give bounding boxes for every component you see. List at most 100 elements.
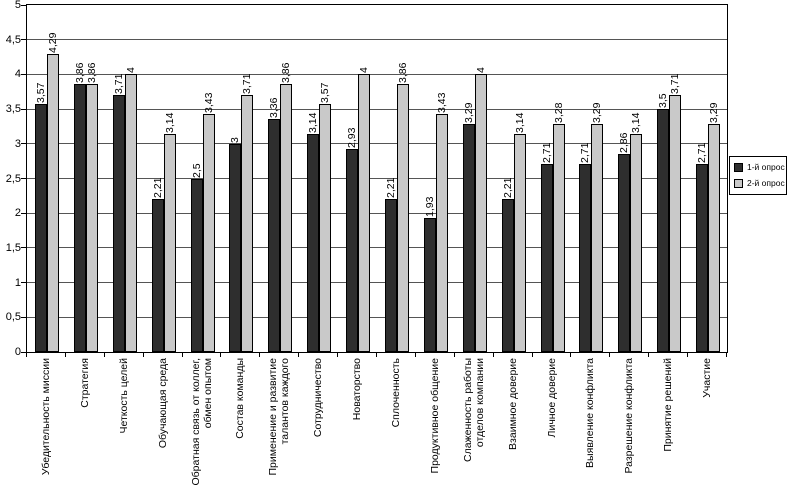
bar-value-label-text: 3,43 <box>202 92 215 113</box>
x-axis-tick <box>337 353 339 357</box>
y-axis-tick <box>21 143 26 145</box>
bar-series-2 <box>280 84 293 352</box>
y-axis-tick-label: 3,5 <box>5 103 21 116</box>
bar-series-1 <box>501 198 514 352</box>
gridline <box>27 178 727 179</box>
bar-value-label-text: 2,21 <box>151 177 164 198</box>
bar-value-label-text: 3,71 <box>669 73 682 94</box>
bar-series-2 <box>124 74 137 352</box>
x-category-label-text: Принятие решений <box>662 358 675 452</box>
x-category-label-text: Стратегия <box>79 358 92 408</box>
gridline <box>27 143 727 145</box>
x-category-label: Новаторство <box>338 358 377 486</box>
bar-value-label-text: 3,86 <box>280 62 293 84</box>
x-category-label: Убедительность миссии <box>27 358 66 486</box>
bar-value-label: 2,21 <box>151 156 165 198</box>
bar-value-label-text: 4 <box>358 67 371 74</box>
bar-value-label: 2,5 <box>190 136 204 178</box>
x-axis-tick <box>531 353 533 357</box>
x-axis-tick <box>298 353 300 357</box>
y-axis-tick-label: 2,5 <box>5 172 21 185</box>
bar-value-label-text: 2,21 <box>385 177 397 198</box>
gridline <box>27 212 727 214</box>
y-axis-tick <box>21 282 26 284</box>
bar-value-label: 3,29 <box>707 81 721 123</box>
bar-value-label-text: 2,21 <box>501 177 514 198</box>
x-category-label-text: Продуктивное общение <box>429 358 442 474</box>
series2-swatch <box>734 179 743 188</box>
bar-value-label-text: 2,71 <box>696 142 709 163</box>
x-category-label-text: Слаженность работы отделов компании <box>461 358 487 462</box>
bar-series-2 <box>708 123 721 352</box>
bar-value-label: 3,57 <box>34 61 48 103</box>
bar-value-label-text: 3,57 <box>35 82 47 104</box>
bar-series-1 <box>696 163 709 352</box>
bar-value-label-text: 3,14 <box>630 112 643 134</box>
x-category-label-text: Применение и развитие талантов каждого <box>267 358 292 476</box>
bar-series-1 <box>190 178 203 352</box>
bar-series-1 <box>346 148 359 352</box>
bar-series-2 <box>630 134 643 352</box>
x-axis-tick <box>142 353 144 357</box>
x-category-label-text: Обучающая среда <box>156 358 169 449</box>
bar-value-label-text: 2,5 <box>190 162 203 178</box>
x-axis-tick <box>492 353 494 357</box>
bar-value-label: 4 <box>474 31 488 74</box>
y-axis-tick <box>21 39 26 41</box>
y-axis-tick <box>21 4 26 6</box>
bar-series-1 <box>229 143 242 352</box>
x-category-label: Состав команды <box>221 358 260 486</box>
x-axis-tick <box>259 353 261 357</box>
gridline <box>27 73 727 75</box>
bar-value-label: 2,71 <box>695 121 709 163</box>
x-category-label-text: Участие <box>701 358 714 398</box>
bar-value-label: 2,21 <box>501 156 515 198</box>
x-axis-tick <box>726 353 727 357</box>
series1-swatch <box>734 163 743 172</box>
bar-value-label-text: 4,29 <box>47 32 59 54</box>
bar-value-label-text: 2,71 <box>540 142 553 163</box>
x-category-label: Стратегия <box>66 358 105 486</box>
bar-value-label: 3,43 <box>435 71 449 113</box>
x-category-label: Продуктивное общение <box>416 358 455 486</box>
x-category-label: Обучающая среда <box>144 358 183 486</box>
bar-value-label-text: 3,71 <box>241 73 254 94</box>
bar-value-label: 2,21 <box>384 156 398 198</box>
bar-value-label-text: 3,14 <box>163 112 176 134</box>
gridline <box>27 247 727 249</box>
bar-value-label: 3,71 <box>668 52 682 94</box>
bar-value-label-text: 3,14 <box>513 112 526 134</box>
bar-value-label-text: 2,71 <box>579 142 592 163</box>
x-axis-tick <box>687 353 689 357</box>
x-category-label: Применение и развитие талантов каждого <box>260 358 299 486</box>
x-axis-tick <box>220 353 222 357</box>
bar-series-2 <box>397 84 409 352</box>
bar-series-1 <box>657 109 670 352</box>
bar-value-label-text: 3,29 <box>708 102 721 123</box>
x-category-label: Личное доверие <box>533 358 572 486</box>
bar-series-2 <box>435 114 448 352</box>
bar-series-1 <box>579 163 592 352</box>
bar-value-label: 3,14 <box>513 91 527 133</box>
bar-series-1 <box>307 134 320 352</box>
bar-series-1 <box>618 153 631 352</box>
x-category-label-text: Личное доверие <box>545 358 558 438</box>
bar-series-2 <box>241 94 254 352</box>
bar-value-label: 2,71 <box>540 121 554 163</box>
bar-value-label-text: 3,29 <box>591 102 604 123</box>
x-category-label: Четкость целей <box>105 358 144 486</box>
y-axis-tick-label: 1,5 <box>5 241 21 254</box>
bar-series-2 <box>358 74 371 352</box>
x-axis-tick <box>26 353 27 357</box>
bar-value-label: 4 <box>124 31 138 74</box>
bar-series-2 <box>513 134 526 352</box>
x-category-label-text: Обратная связь от коллег, обмен опытом <box>189 358 215 486</box>
bar-series-2 <box>47 54 59 352</box>
bar-value-label-text: 3,28 <box>552 102 565 124</box>
gridline <box>27 39 727 41</box>
x-category-label-text: Взаимное доверие <box>506 358 519 450</box>
plot-area <box>26 4 728 353</box>
x-category-label: Сотрудничество <box>299 358 338 486</box>
bar-value-label-text: 1,93 <box>423 196 436 218</box>
